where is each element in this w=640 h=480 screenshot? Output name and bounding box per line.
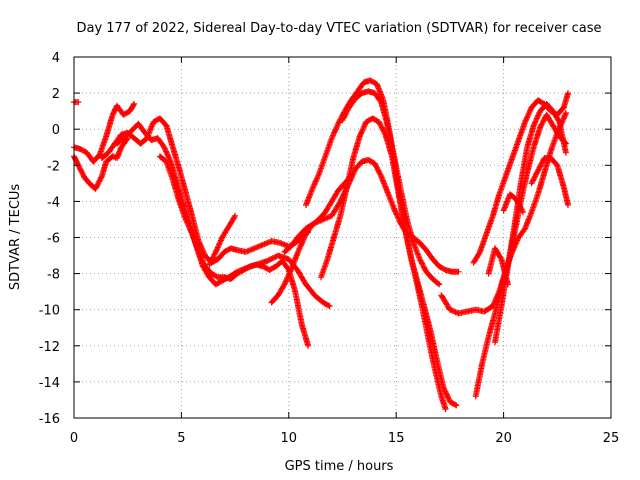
axis-ticks: 0 5 10 15 20 25 -16 -14 -12 -10 -8 -6 -4 -2 0 2 4	[39, 51, 620, 446]
y-tick-label: -10	[39, 304, 60, 319]
series-markers	[472, 111, 569, 400]
satellite-track-5	[114, 120, 333, 310]
satellite-track-19	[500, 191, 526, 216]
y-tick-label: 0	[52, 123, 60, 138]
satellite-track-4	[98, 115, 312, 266]
y-tick-label: -8	[47, 268, 60, 283]
y-tick-label: 4	[52, 51, 60, 66]
satellite-track-6	[156, 153, 312, 349]
satellite-track-18	[528, 155, 571, 208]
satellite-track-11	[303, 77, 449, 412]
y-tick-label: -12	[39, 340, 60, 355]
x-tick-label: 10	[281, 431, 298, 446]
satellite-track-17	[485, 245, 511, 288]
series-markers	[485, 245, 511, 288]
x-axis-label: GPS time / hours	[285, 459, 394, 474]
series-markers	[339, 88, 443, 288]
satellite-track-15	[472, 111, 569, 400]
series-markers	[500, 191, 526, 216]
series-markers	[156, 153, 312, 349]
y-tick-label: -4	[47, 195, 60, 210]
series-markers	[71, 99, 82, 106]
satellite-track-14	[470, 90, 571, 266]
series-markers	[528, 155, 571, 208]
series-markers	[98, 115, 312, 266]
satellite-track-2	[71, 99, 82, 106]
series-markers	[303, 77, 449, 412]
data-series	[71, 77, 571, 412]
x-tick-label: 0	[70, 431, 78, 446]
x-tick-label: 5	[177, 431, 185, 446]
y-tick-label: 2	[52, 87, 60, 102]
y-tick-label: -2	[47, 159, 60, 174]
y-tick-label: -14	[39, 376, 60, 391]
satellite-track-9	[281, 156, 462, 275]
satellite-track-12	[339, 88, 443, 288]
y-tick-label: -6	[47, 232, 60, 247]
x-tick-label: 20	[495, 431, 512, 446]
y-tick-label: -16	[39, 412, 60, 427]
series-markers	[470, 90, 571, 266]
series-markers	[206, 212, 239, 268]
x-tick-label: 15	[388, 431, 405, 446]
x-tick-label: 25	[603, 431, 620, 446]
satellite-track-7	[206, 212, 239, 268]
series-markers	[114, 120, 333, 310]
series-markers	[281, 156, 462, 275]
chart-title: Day 177 of 2022, Sidereal Day-to-day VTE…	[76, 21, 601, 36]
y-axis-label: SDTVAR / TECUs	[8, 184, 23, 291]
